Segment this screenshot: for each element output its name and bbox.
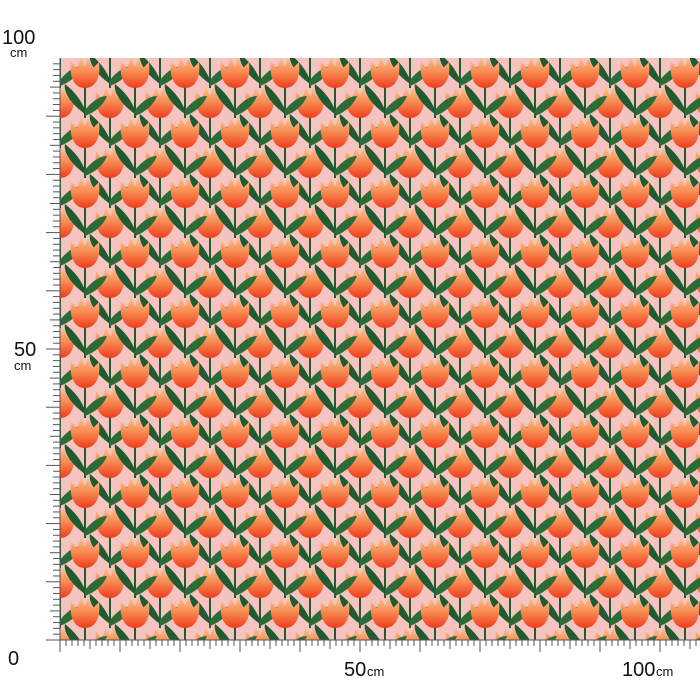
- ruler-unit: cm: [656, 664, 673, 679]
- ruler-label: 50: [344, 659, 366, 681]
- fabric-pattern: [60, 58, 700, 640]
- ruler-label: 100: [622, 659, 655, 681]
- ruler-label: 100: [2, 27, 35, 49]
- ruler-label: 0: [8, 648, 19, 670]
- rulers: [46, 63, 697, 652]
- ruler-unit: cm: [10, 45, 27, 60]
- ruler-unit: cm: [367, 664, 384, 679]
- ruler-label: 50: [14, 339, 36, 361]
- ruler-unit: cm: [14, 358, 31, 373]
